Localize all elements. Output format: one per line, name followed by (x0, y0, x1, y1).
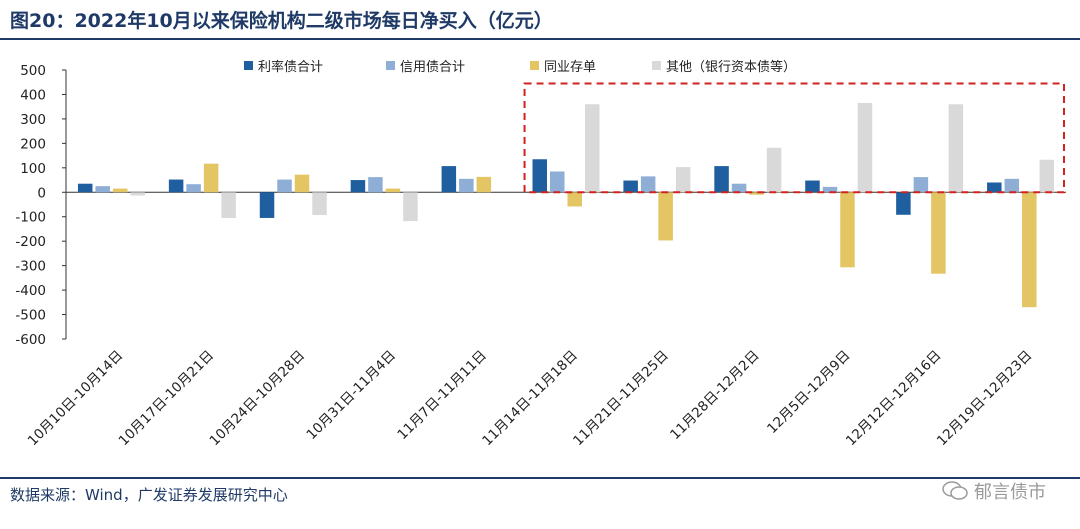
bar-利率债合计-12月19日-12月23日 (987, 182, 1002, 193)
x-category-label: 10月10日-10月14日 (25, 348, 127, 450)
bar-同业存单-11月7日-11月11日 (476, 176, 492, 193)
bar-同业存单-12月12日-12月16日 (931, 192, 946, 274)
bars-group (77, 103, 1055, 308)
x-category-label: 11月7日-11月11日 (394, 348, 489, 443)
y-tick-label: 300 (20, 112, 46, 128)
bar-利率债合计-10月31日-11月4日 (350, 180, 366, 193)
bar-利率债合计-11月21日-11月25日 (623, 180, 638, 193)
bar-利率债合计-11月7日-11月11日 (441, 166, 457, 193)
legend-swatch (652, 61, 661, 70)
y-tick-label: 500 (20, 63, 46, 79)
x-axis-categories: 10月10日-10月14日10月17日-10月21日10月24日-10月28日1… (25, 348, 1036, 450)
y-tick-label: -100 (15, 210, 46, 226)
bar-其他（银行资本债等）-10月24日-10月28日 (312, 192, 327, 216)
bar-其他（银行资本债等）-12月19日-12月23日 (1039, 159, 1055, 193)
legend-label: 利率债合计 (258, 59, 323, 75)
x-category-label: 11月14日-11月18日 (479, 348, 581, 450)
bar-其他（银行资本债等）-11月21日-11月25日 (675, 167, 691, 193)
bar-利率债合计-11月28日-12月2日 (714, 166, 729, 193)
bar-利率债合计-12月5日-12月9日 (805, 180, 820, 193)
bar-信用债合计-10月17日-10月21日 (186, 184, 201, 193)
chart-legend: 利率债合计 信用债合计 同业存单 其他（银行资本债等） (244, 59, 796, 75)
y-tick-label: -200 (15, 234, 46, 250)
bar-利率债合计-10月17日-10月21日 (168, 179, 184, 193)
bar-同业存单-11月28日-12月2日 (749, 192, 764, 195)
bar-其他（银行资本债等）-10月10日-10月14日 (130, 192, 145, 196)
bar-同业存单-10月17日-10月21日 (203, 163, 219, 193)
x-category-label: 12月12日-12月16日 (843, 348, 945, 450)
x-category-label: 12月19日-12月23日 (934, 348, 1036, 450)
x-category-label: 11月28日-12月2日 (667, 348, 762, 443)
bar-利率债合计-10月10日-10月14日 (77, 183, 93, 193)
x-category-label: 12月5日-12月9日 (764, 348, 853, 437)
bar-其他（银行资本债等）-10月31日-11月4日 (403, 192, 418, 222)
legend-swatch (244, 61, 253, 70)
bar-信用债合计-10月10日-10月14日 (95, 186, 110, 193)
legend-swatch (386, 61, 395, 70)
legend-label: 同业存单 (544, 60, 596, 75)
x-category-label: 10月31日-11月4日 (304, 348, 399, 443)
y-tick-label: 100 (20, 161, 46, 177)
bar-信用债合计-10月31日-11月4日 (368, 177, 383, 193)
bar-其他（银行资本债等）-11月28日-12月2日 (766, 147, 782, 193)
bar-其他（银行资本债等）-12月5日-12月9日 (857, 103, 873, 193)
page-title: 图20：2022年10月以来保险机构二级市场每日净买入（亿元） (10, 10, 553, 32)
bar-利率债合计-11月14日-11月18日 (532, 159, 547, 193)
bar-同业存单-12月5日-12月9日 (840, 192, 855, 268)
bar-同业存单-11月14日-11月18日 (567, 192, 582, 207)
y-tick-label: -400 (15, 283, 46, 299)
bar-同业存单-12月19日-12月23日 (1022, 192, 1037, 308)
title-divider (0, 38, 1080, 40)
bar-信用债合计-12月19日-12月23日 (1004, 178, 1020, 193)
y-tick-label: -600 (15, 332, 46, 348)
bar-同业存单-10月31日-11月4日 (385, 188, 401, 193)
legend-swatch (530, 61, 539, 70)
y-tick-label: 0 (37, 185, 46, 201)
watermark-text: 郁言债市 (974, 482, 1046, 503)
source-note: 数据来源：Wind，广发证券发展研究中心 (10, 486, 288, 504)
bar-利率债合计-10月24日-10月28日 (259, 192, 275, 218)
y-tick-label: 200 (20, 136, 46, 152)
x-category-label: 10月17日-10月21日 (116, 348, 218, 450)
bar-信用债合计-12月5日-12月9日 (822, 186, 838, 193)
bar-同业存单-10月10日-10月14日 (112, 188, 128, 193)
legend-label: 其他（银行资本债等） (666, 59, 796, 75)
y-tick-label: 400 (20, 87, 46, 103)
bar-其他（银行资本债等）-11月14日-11月18日 (585, 104, 600, 193)
bar-信用债合计-11月21日-11月25日 (640, 176, 656, 193)
bar-同业存单-11月21日-11月25日 (658, 192, 673, 241)
bar-利率债合计-12月12日-12月16日 (896, 192, 911, 215)
footer-divider (0, 477, 1080, 479)
x-category-label: 10月24日-10月28日 (207, 348, 309, 450)
bar-信用债合计-12月12日-12月16日 (913, 177, 929, 193)
wechat-icon (942, 481, 968, 500)
bar-信用债合计-11月7日-11月11日 (459, 178, 474, 193)
highlight-dashed-box (523, 82, 1065, 194)
y-axis: 500 400 300 200 100 0 -100 -200 -300 -400 -500 -600 (15, 63, 1066, 348)
bar-信用债合计-11月28日-12月2日 (731, 183, 747, 193)
highlight-box (523, 82, 1065, 194)
bar-信用债合计-11月14日-11月18日 (550, 171, 565, 193)
watermark: 郁言债市 (942, 478, 1046, 504)
legend-label: 信用债合计 (400, 60, 465, 75)
bar-同业存单-10月24日-10月28日 (294, 174, 310, 193)
bar-其他（银行资本债等）-10月17日-10月21日 (221, 192, 236, 218)
y-tick-label: -500 (15, 308, 46, 324)
bar-其他（银行资本债等）-12月12日-12月16日 (948, 104, 964, 193)
x-category-label: 11月21日-11月25日 (570, 348, 672, 450)
y-tick-label: -300 (15, 259, 46, 275)
bar-信用债合计-10月24日-10月28日 (277, 179, 292, 193)
